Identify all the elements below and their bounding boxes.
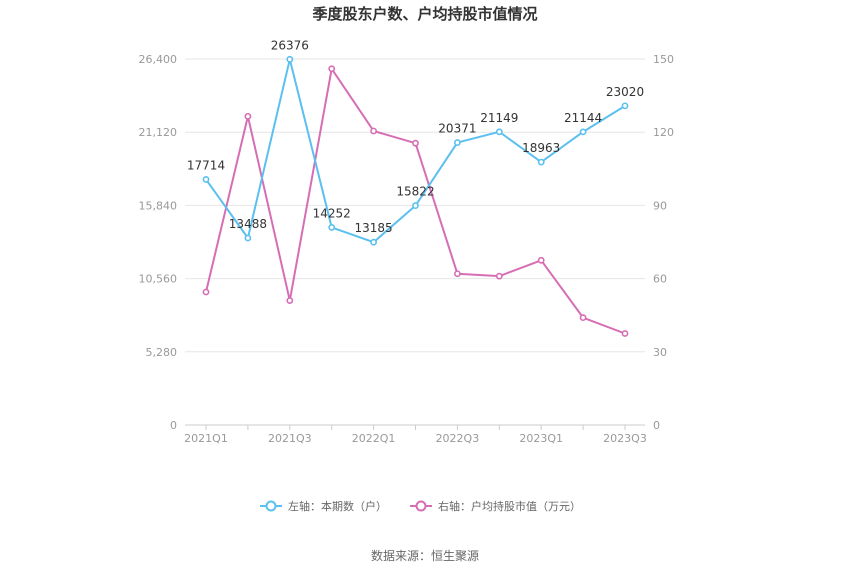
x-tick-label: 2023Q3 bbox=[603, 432, 647, 445]
legend-label: 左轴：本期数（户） bbox=[288, 499, 387, 513]
series-layer: 17714 13488 26376 14252 13185 15822 20371 21149… bbox=[187, 38, 644, 337]
legend-item[interactable]: 左轴：本期数（户） bbox=[260, 499, 387, 513]
data-point[interactable] bbox=[202, 176, 210, 183]
data-label: 18963 bbox=[522, 141, 560, 155]
left-tick-label: 15,840 bbox=[139, 199, 178, 212]
legend-label: 右轴：户均持股市值（万元） bbox=[438, 499, 581, 513]
data-point[interactable] bbox=[286, 55, 294, 63]
right-tick-label: 60 bbox=[653, 273, 667, 286]
data-label: 21149 bbox=[480, 111, 518, 125]
legend-marker bbox=[415, 500, 427, 512]
right-tick-label: 150 bbox=[653, 53, 674, 66]
legend-marker bbox=[265, 500, 277, 512]
left-tick-label: 10,560 bbox=[139, 273, 178, 286]
data-point[interactable] bbox=[202, 288, 210, 296]
right-tick-label: 90 bbox=[653, 199, 667, 212]
right-tick-label: 0 bbox=[653, 419, 660, 432]
data-point[interactable] bbox=[579, 314, 587, 322]
grid-lines bbox=[185, 58, 645, 426]
data-point[interactable] bbox=[286, 297, 294, 304]
data-label: 15822 bbox=[396, 185, 434, 199]
left-tick-label: 0 bbox=[170, 419, 177, 432]
source-note: 数据来源：恒生聚源 bbox=[371, 548, 479, 563]
data-point[interactable] bbox=[328, 224, 336, 231]
x-tick-label: 2022Q1 bbox=[352, 432, 396, 445]
data-label: 13488 bbox=[229, 217, 267, 231]
data-point[interactable] bbox=[412, 202, 419, 210]
series-1 bbox=[202, 65, 629, 337]
x-tick-label: 2023Q1 bbox=[519, 432, 563, 445]
data-label: 23020 bbox=[606, 85, 644, 99]
data-label: 21144 bbox=[564, 111, 602, 125]
data-point[interactable] bbox=[453, 139, 461, 146]
data-point[interactable] bbox=[621, 102, 629, 110]
data-label: 13185 bbox=[355, 221, 393, 235]
legend[interactable]: 左轴：本期数（户） 右轴：户均持股市值（万元） bbox=[260, 499, 581, 513]
left-tick-label: 5,280 bbox=[146, 346, 178, 359]
data-point[interactable] bbox=[328, 65, 336, 73]
data-label: 20371 bbox=[438, 122, 476, 136]
left-tick-label: 26,400 bbox=[139, 53, 178, 66]
data-point[interactable] bbox=[244, 234, 252, 242]
data-point[interactable] bbox=[370, 127, 377, 135]
x-tick-label: 2021Q1 bbox=[184, 432, 228, 445]
data-label: 26376 bbox=[271, 38, 309, 52]
data-point[interactable] bbox=[370, 238, 377, 246]
x-tick-label: 2022Q3 bbox=[436, 432, 480, 445]
data-point[interactable] bbox=[244, 112, 252, 120]
data-point[interactable] bbox=[453, 270, 461, 278]
right-tick-label: 30 bbox=[653, 346, 667, 359]
data-label: 14252 bbox=[313, 206, 351, 220]
data-labels: 17714 13488 26376 14252 13185 15822 20371 21149… bbox=[187, 38, 644, 235]
series-line bbox=[205, 67, 626, 335]
data-point[interactable] bbox=[537, 158, 545, 166]
left-tick-label: 21,120 bbox=[139, 126, 178, 139]
data-point[interactable] bbox=[579, 128, 587, 136]
x-axis: 2021Q1 2021Q3 2022Q1 2022Q3 2023Q1 2023Q3 bbox=[184, 425, 647, 445]
data-point[interactable] bbox=[412, 139, 419, 147]
data-point[interactable] bbox=[495, 272, 503, 280]
right-tick-label: 120 bbox=[653, 126, 674, 139]
data-label: 17714 bbox=[187, 158, 225, 172]
chart-title: 季度股东户数、户均持股市值情况 bbox=[312, 5, 537, 23]
legend-item[interactable]: 右轴：户均持股市值（万元） bbox=[410, 499, 581, 513]
data-point[interactable] bbox=[621, 330, 629, 337]
data-point[interactable] bbox=[495, 128, 503, 136]
x-tick-label: 2021Q3 bbox=[268, 432, 312, 445]
left-axis: 0 5,280 10,560 15,840 21,120 26,400 bbox=[139, 53, 178, 432]
series-line bbox=[205, 58, 626, 244]
data-point[interactable] bbox=[537, 256, 545, 264]
right-axis: 0 30 60 90 120 150 bbox=[653, 53, 674, 432]
series-0 bbox=[202, 55, 629, 246]
